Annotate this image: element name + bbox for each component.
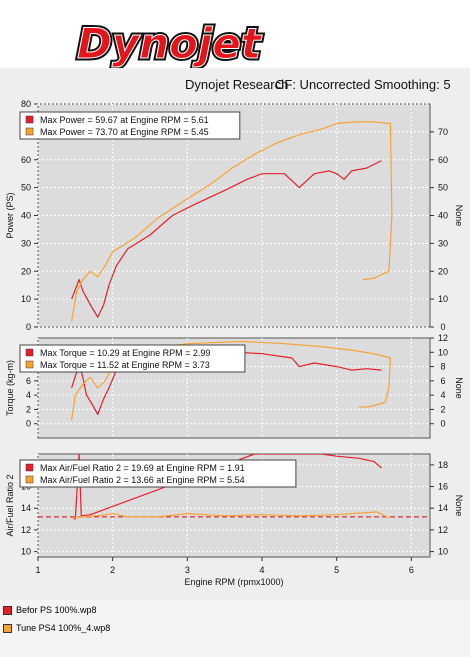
y2-tick-label: 10 xyxy=(438,547,448,557)
y2-tick-label: 70 xyxy=(438,127,448,137)
y-tick-label: 30 xyxy=(21,238,31,248)
y-tick-label: 2 xyxy=(26,404,31,414)
y-tick-label: 4 xyxy=(26,390,31,400)
logo-shadow: Dynojet xyxy=(77,19,263,68)
legend-entry: Max Torque = 10.29 at Engine RPM = 2.99 xyxy=(40,348,210,358)
legend-swatch xyxy=(25,115,34,124)
series-line-orange xyxy=(71,121,393,322)
legend-swatch xyxy=(25,127,34,136)
y2-axis-label: None xyxy=(454,377,464,399)
file-label: Befor PS 100%.wp8 xyxy=(16,605,97,615)
y2-tick-label: 6 xyxy=(440,376,445,386)
y-tick-label: 0 xyxy=(26,322,31,332)
y-axis-label: Air/Fuel Ratio 2 xyxy=(5,474,15,536)
y2-tick-label: 20 xyxy=(438,266,448,276)
y2-tick-label: 8 xyxy=(440,362,445,372)
red-swatch-icon xyxy=(3,605,12,615)
header: Dynojet Dynojet xyxy=(0,0,470,68)
y-tick-label: 60 xyxy=(21,155,31,165)
y-tick-label: 6 xyxy=(26,376,31,386)
y2-axis-label: None xyxy=(454,495,464,517)
y2-tick-label: 40 xyxy=(438,211,448,221)
y-tick-label: 10 xyxy=(21,294,31,304)
legend-entry: Max Torque = 11.52 at Engine RPM = 3.73 xyxy=(40,360,210,370)
file-label: Tune PS4 100%_4.wp8 xyxy=(16,623,111,633)
legend-entry: Max Air/Fuel Ratio 2 = 19.69 at Engine R… xyxy=(40,463,245,473)
series-group xyxy=(71,121,393,322)
y2-axis-label: None xyxy=(454,205,464,227)
x-tick-label: 4 xyxy=(259,565,264,575)
legend-box xyxy=(19,111,241,140)
y2-tick-label: 12 xyxy=(438,525,448,535)
orange-swatch-icon xyxy=(3,623,12,633)
series-line-orange xyxy=(71,340,391,421)
panel-legend: Max Power = 59.67 at Engine RPM = 5.61 Ma… xyxy=(19,111,241,140)
y2-tick-label: 18 xyxy=(438,460,448,470)
y2-tick-label: 0 xyxy=(440,419,445,429)
logo-text: Dynojet xyxy=(77,19,263,68)
y2-tick-label: 30 xyxy=(438,238,448,248)
y-tick-label: 40 xyxy=(21,211,31,221)
y2-tick-label: 10 xyxy=(438,347,448,357)
chart-panel-air_fuel: 10121416181012141618Air/Fuel Ratio 2None… xyxy=(5,453,464,558)
y2-tick-label: 16 xyxy=(438,482,448,492)
y-tick-label: 20 xyxy=(21,266,31,276)
legend-entry: Max Power = 59.67 at Engine RPM = 5.61 xyxy=(40,115,209,125)
legend-entry: Max Air/Fuel Ratio 2 = 13.66 at Engine R… xyxy=(40,475,245,485)
y-tick-label: 14 xyxy=(21,503,31,513)
x-tick-label: 2 xyxy=(110,565,115,575)
y-tick-label: 50 xyxy=(21,183,31,193)
y2-tick-label: 12 xyxy=(438,333,448,343)
legend-swatch xyxy=(25,475,34,484)
y-tick-label: 12 xyxy=(21,525,31,535)
y-tick-label: 10 xyxy=(21,547,31,557)
chart-panel-power: 01020304050607080010203040506070Power (P… xyxy=(5,99,464,332)
legend-swatch xyxy=(25,463,34,472)
y2-tick-label: 60 xyxy=(438,155,448,165)
y-axis-label: Power (PS) xyxy=(5,192,15,238)
file-legend-item[interactable]: Tune PS4 100%_4.wp8 xyxy=(3,621,110,635)
y2-tick-label: 4 xyxy=(440,390,445,400)
y-axis-label: Torque (kg-m) xyxy=(5,360,15,416)
legend-box xyxy=(19,459,297,488)
x-tick-label: 6 xyxy=(409,565,414,575)
legend-entry: Max Power = 73.70 at Engine RPM = 5.45 xyxy=(40,127,209,137)
file-legend-item[interactable]: Befor PS 100%.wp8 xyxy=(3,603,97,617)
header-settings: CF: Uncorrected Smoothing: 5 xyxy=(275,77,451,92)
series-line-red xyxy=(71,160,382,318)
y2-tick-label: 10 xyxy=(438,294,448,304)
y-tick-label: 80 xyxy=(21,99,31,109)
y-tick-label: 0 xyxy=(26,419,31,429)
series-line-orange xyxy=(71,511,390,519)
x-tick-label: 1 xyxy=(35,565,40,575)
y2-tick-label: 50 xyxy=(438,183,448,193)
legend-swatch xyxy=(25,360,34,369)
x-axis-label: Engine RPM (rpmx1000) xyxy=(184,577,283,587)
file-legend: Befor PS 100%.wp8 Tune PS4 100%_4.wp8 xyxy=(0,600,470,657)
legend-swatch xyxy=(25,348,34,357)
y2-tick-label: 0 xyxy=(440,322,445,332)
panel-legend: Max Air/Fuel Ratio 2 = 19.69 at Engine R… xyxy=(19,459,297,488)
dyno-chart: Dynojet Research CF: Uncorrected Smoothi… xyxy=(5,77,464,587)
panel-legend: Max Torque = 10.29 at Engine RPM = 2.99 M… xyxy=(19,344,246,373)
y2-tick-label: 14 xyxy=(438,503,448,513)
x-tick-label: 3 xyxy=(185,565,190,575)
header-research: Dynojet Research xyxy=(185,77,288,92)
dynojet-logo: Dynojet Dynojet xyxy=(75,17,266,69)
y2-tick-label: 2 xyxy=(440,404,445,414)
legend-box xyxy=(19,344,246,373)
x-tick-label: 5 xyxy=(334,565,339,575)
